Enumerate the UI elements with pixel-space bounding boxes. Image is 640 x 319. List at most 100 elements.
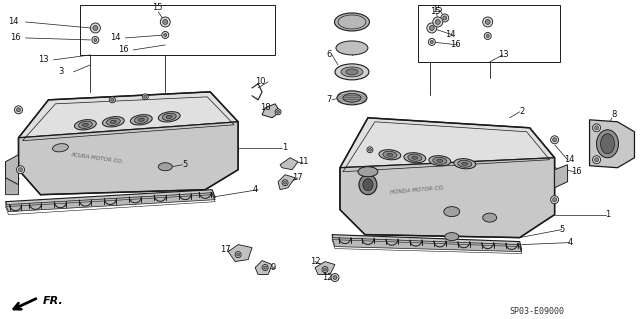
Circle shape [483,17,493,27]
Ellipse shape [335,64,369,80]
Polygon shape [280,158,298,170]
Ellipse shape [110,120,116,123]
Circle shape [595,158,598,162]
Text: 13: 13 [38,56,49,64]
Circle shape [484,33,492,40]
Ellipse shape [106,118,120,125]
Text: 13: 13 [498,50,508,59]
Circle shape [552,138,557,142]
Circle shape [264,266,267,269]
Text: 17: 17 [292,173,303,182]
Polygon shape [6,190,215,210]
Polygon shape [555,165,568,188]
Ellipse shape [404,153,426,163]
Circle shape [15,106,22,114]
Ellipse shape [341,67,363,77]
Text: 15: 15 [432,5,442,14]
Ellipse shape [158,112,180,122]
Text: 5: 5 [559,225,565,234]
Ellipse shape [412,156,418,159]
Ellipse shape [335,13,369,31]
Text: 16: 16 [450,41,460,49]
Circle shape [284,181,287,184]
Polygon shape [6,155,19,185]
Circle shape [162,32,169,38]
Circle shape [552,198,557,202]
Polygon shape [340,118,555,168]
Circle shape [17,166,24,174]
Ellipse shape [134,116,148,123]
Ellipse shape [387,153,393,156]
Polygon shape [340,158,555,238]
Circle shape [441,14,449,22]
Text: 15: 15 [152,4,163,12]
Text: 11: 11 [298,157,308,166]
Text: 7: 7 [326,95,332,104]
Text: SP03-E09000: SP03-E09000 [509,308,564,316]
Circle shape [262,264,268,271]
Polygon shape [332,234,522,249]
Ellipse shape [52,144,68,152]
Ellipse shape [158,163,172,171]
Circle shape [550,196,559,204]
Text: 14: 14 [8,18,19,26]
Circle shape [550,136,559,144]
Text: 14: 14 [564,155,575,164]
Ellipse shape [483,213,497,222]
Circle shape [19,168,22,172]
Circle shape [164,33,167,36]
Ellipse shape [102,117,124,127]
Text: 10: 10 [255,78,266,86]
Circle shape [109,97,115,103]
Ellipse shape [433,157,447,164]
Circle shape [94,38,97,41]
Circle shape [323,268,326,271]
Circle shape [593,156,600,164]
Text: FR.: FR. [42,295,63,306]
Circle shape [428,38,435,45]
Ellipse shape [83,123,88,126]
Text: 17: 17 [220,245,231,254]
Circle shape [433,17,443,27]
Text: ACURA MOTOR CO.: ACURA MOTOR CO. [70,152,124,164]
Polygon shape [262,104,280,118]
Text: 12: 12 [322,273,333,282]
Polygon shape [315,262,335,275]
Circle shape [237,253,239,256]
Text: HONDA MOTOR CO.: HONDA MOTOR CO. [390,185,445,195]
Ellipse shape [163,113,176,120]
Circle shape [485,19,490,25]
Text: 4: 4 [253,185,259,194]
Text: 14: 14 [110,33,121,42]
Circle shape [235,252,241,257]
Ellipse shape [444,207,460,217]
Text: 15: 15 [430,7,440,17]
Ellipse shape [359,175,377,195]
Circle shape [276,110,280,113]
Circle shape [429,26,435,30]
Ellipse shape [462,162,468,165]
Circle shape [93,26,98,30]
Circle shape [322,267,328,272]
Ellipse shape [445,233,459,241]
Ellipse shape [600,134,614,154]
Circle shape [593,124,600,132]
Text: 16: 16 [118,45,129,55]
Circle shape [92,36,99,43]
Circle shape [90,23,100,33]
Ellipse shape [358,167,378,177]
Text: 16: 16 [10,33,21,42]
Ellipse shape [74,120,96,130]
Text: 3: 3 [58,67,64,76]
Polygon shape [589,120,634,168]
Ellipse shape [379,150,401,160]
Text: 18: 18 [260,103,271,112]
Circle shape [163,19,168,25]
Polygon shape [228,245,252,262]
Circle shape [427,23,437,33]
Ellipse shape [79,121,92,128]
Ellipse shape [429,156,451,166]
Text: 8: 8 [611,110,617,119]
Text: 16: 16 [572,167,582,176]
Ellipse shape [343,93,361,102]
